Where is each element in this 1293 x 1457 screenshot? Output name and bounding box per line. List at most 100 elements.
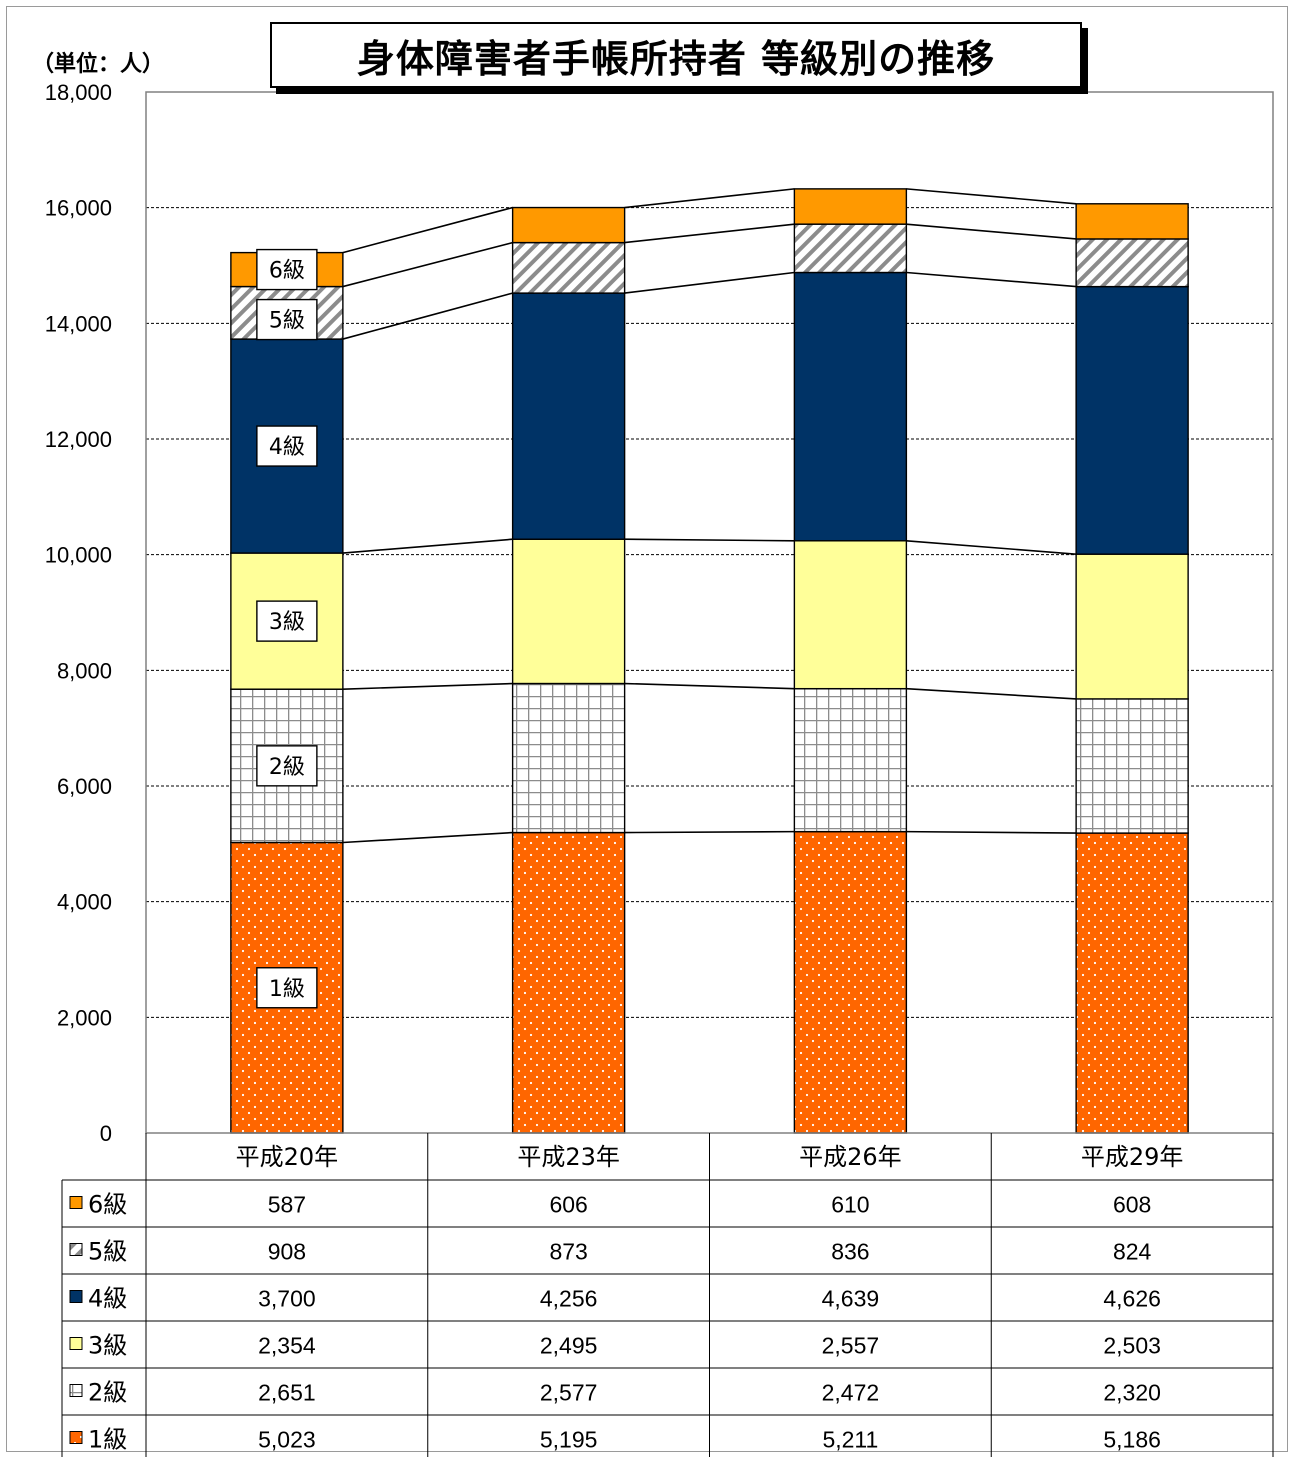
segment-label: 1級 (269, 977, 305, 1002)
bar-segment (793, 830, 908, 1134)
y-tick-label: 6,000 (57, 774, 112, 799)
table-value: 608 (1113, 1192, 1151, 1218)
category-label: 平成26年 (799, 1143, 902, 1171)
y-tick-label: 0 (100, 1121, 112, 1146)
bar-segment (1075, 238, 1189, 288)
bar-segment (1075, 285, 1189, 555)
table-value: 2,557 (822, 1333, 880, 1359)
segment-label: 2級 (269, 755, 305, 780)
table-value: 5,023 (258, 1427, 316, 1453)
segment-label: 6級 (269, 259, 305, 284)
table-value: 5,195 (540, 1427, 598, 1453)
table-value: 610 (831, 1192, 869, 1218)
series-line (342, 206, 513, 254)
bar-segment (511, 241, 626, 294)
table-value: 5,186 (1103, 1427, 1161, 1453)
category-label: 平成20年 (236, 1143, 339, 1171)
category-label: 平成29年 (1081, 1143, 1184, 1171)
y-tick-label: 14,000 (45, 311, 112, 336)
legend-label: 3級 (88, 1332, 127, 1360)
bar-segment (511, 538, 626, 685)
chart-title: 身体障害者手帳所持者 等級別の推移 (356, 36, 996, 81)
table-value: 4,256 (540, 1286, 598, 1312)
legend-key (69, 1384, 83, 1397)
series-line (906, 539, 1077, 555)
table-value: 2,503 (1103, 1333, 1161, 1359)
table-value: 4,626 (1103, 1286, 1161, 1312)
bar-segment (511, 292, 626, 540)
bar-segment (793, 687, 908, 833)
segment-label-box (256, 298, 318, 341)
bar-segment (793, 540, 908, 690)
bar-segment (1075, 203, 1189, 240)
table-value: 2,354 (258, 1333, 316, 1359)
table-value: 908 (268, 1239, 306, 1265)
series-line (342, 292, 513, 340)
segment-label-box (256, 745, 318, 787)
table-value: 2,472 (822, 1380, 880, 1406)
y-tick-label: 12,000 (45, 427, 112, 452)
table-value: 2,495 (540, 1333, 598, 1359)
segment-label-box (256, 967, 318, 1009)
table-value: 587 (268, 1192, 306, 1218)
legend-key (69, 1290, 83, 1303)
series-line (342, 682, 513, 690)
chart-frame (6, 6, 1288, 1452)
table-value: 824 (1113, 1239, 1152, 1265)
table-value: 2,577 (540, 1380, 598, 1406)
series-line (624, 223, 795, 244)
series-line (624, 188, 795, 209)
legend-label: 5級 (88, 1238, 127, 1266)
legend-label: 6級 (88, 1191, 127, 1219)
table-value: 2,320 (1103, 1380, 1161, 1406)
bar-segment (511, 831, 626, 1134)
series-line (624, 271, 795, 294)
segment-label-box (256, 600, 318, 642)
series-line (342, 831, 513, 844)
series-line (906, 223, 1077, 240)
legend-label: 2級 (88, 1379, 127, 1407)
bar-segment (1075, 832, 1189, 1134)
bar-segment (793, 223, 908, 274)
y-tick-label: 4,000 (57, 890, 112, 915)
legend-key (69, 1431, 83, 1444)
bar-segment (793, 188, 908, 225)
bar-segment (793, 271, 908, 542)
unit-label: （単位：人） (32, 52, 165, 77)
series-line (624, 830, 795, 834)
series-line (624, 682, 795, 690)
legend-key (69, 1337, 83, 1350)
segment-label: 5級 (269, 309, 305, 334)
y-tick-label: 18,000 (45, 80, 112, 105)
legend-label: 1級 (88, 1426, 127, 1454)
table-value: 606 (549, 1192, 587, 1218)
series-line (624, 538, 795, 542)
series-line (342, 241, 513, 288)
table-value: 3,700 (258, 1286, 316, 1312)
y-tick-label: 8,000 (57, 658, 112, 683)
bar-segment (1075, 698, 1189, 834)
series-line (906, 271, 1077, 288)
table-value: 836 (831, 1239, 869, 1265)
segment-label: 4級 (269, 435, 305, 460)
legend-key (69, 1196, 83, 1209)
series-line (906, 188, 1077, 205)
table-value: 873 (549, 1239, 587, 1265)
segment-label-box (256, 425, 318, 467)
segment-label: 3級 (269, 610, 305, 635)
table-value: 5,211 (822, 1427, 878, 1453)
category-label: 平成23年 (517, 1143, 620, 1171)
bar-segment (1075, 553, 1189, 700)
series-line (342, 538, 513, 554)
segment-label-box (256, 248, 318, 291)
bar-segment (511, 206, 626, 244)
table-value: 4,639 (822, 1286, 880, 1312)
table-value: 2,651 (258, 1380, 316, 1406)
bar-segment (511, 682, 626, 834)
series-line (906, 830, 1077, 834)
legend-key (69, 1243, 83, 1256)
y-tick-label: 16,000 (45, 196, 112, 221)
series-line (906, 687, 1077, 700)
chart-title-box: 身体障害者手帳所持者 等級別の推移 (270, 22, 1082, 88)
